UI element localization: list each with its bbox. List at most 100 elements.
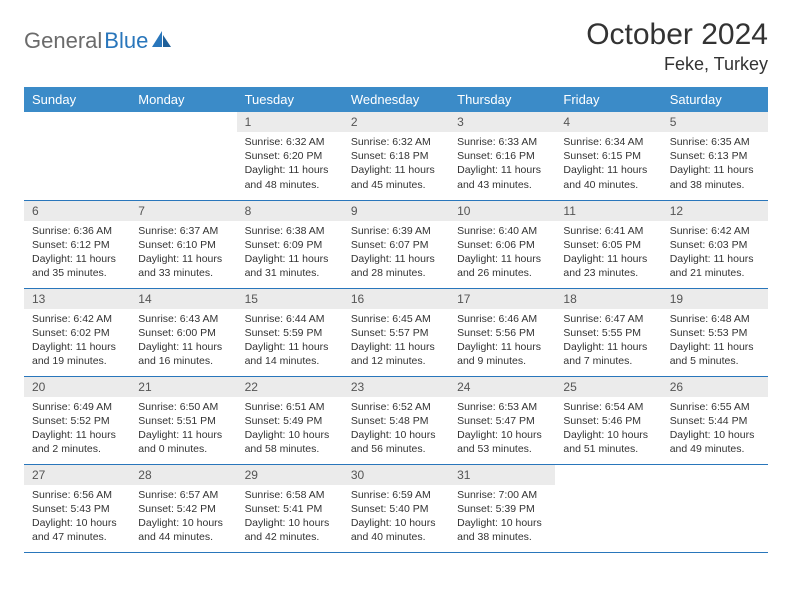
day-number: 11 bbox=[555, 201, 661, 221]
sunrise-text: Sunrise: 6:42 AM bbox=[32, 312, 122, 326]
daylight-text: Daylight: 10 hours and 53 minutes. bbox=[457, 428, 547, 456]
day-details: Sunrise: 6:50 AMSunset: 5:51 PMDaylight:… bbox=[130, 397, 236, 463]
day-number: 31 bbox=[449, 465, 555, 485]
sunset-text: Sunset: 5:44 PM bbox=[670, 414, 760, 428]
day-number: 8 bbox=[237, 201, 343, 221]
calendar-day-cell bbox=[662, 464, 768, 552]
calendar-day-cell: 12Sunrise: 6:42 AMSunset: 6:03 PMDayligh… bbox=[662, 200, 768, 288]
daylight-text: Daylight: 11 hours and 45 minutes. bbox=[351, 163, 441, 191]
sunrise-text: Sunrise: 6:41 AM bbox=[563, 224, 653, 238]
sunrise-text: Sunrise: 6:58 AM bbox=[245, 488, 335, 502]
sunrise-text: Sunrise: 6:44 AM bbox=[245, 312, 335, 326]
day-number: 28 bbox=[130, 465, 236, 485]
day-details: Sunrise: 6:57 AMSunset: 5:42 PMDaylight:… bbox=[130, 485, 236, 551]
day-details: Sunrise: 6:39 AMSunset: 6:07 PMDaylight:… bbox=[343, 221, 449, 287]
sunrise-text: Sunrise: 7:00 AM bbox=[457, 488, 547, 502]
calendar-day-cell bbox=[555, 464, 661, 552]
day-details: Sunrise: 6:58 AMSunset: 5:41 PMDaylight:… bbox=[237, 485, 343, 551]
weekday-header: Tuesday bbox=[237, 87, 343, 112]
day-number: 27 bbox=[24, 465, 130, 485]
calendar-day-cell: 14Sunrise: 6:43 AMSunset: 6:00 PMDayligh… bbox=[130, 288, 236, 376]
sunrise-text: Sunrise: 6:56 AM bbox=[32, 488, 122, 502]
sunset-text: Sunset: 5:57 PM bbox=[351, 326, 441, 340]
daylight-text: Daylight: 10 hours and 58 minutes. bbox=[245, 428, 335, 456]
sunset-text: Sunset: 5:48 PM bbox=[351, 414, 441, 428]
daylight-text: Daylight: 11 hours and 40 minutes. bbox=[563, 163, 653, 191]
sunset-text: Sunset: 6:10 PM bbox=[138, 238, 228, 252]
day-details: Sunrise: 7:00 AMSunset: 5:39 PMDaylight:… bbox=[449, 485, 555, 551]
daylight-text: Daylight: 10 hours and 38 minutes. bbox=[457, 516, 547, 544]
day-number: 7 bbox=[130, 201, 236, 221]
sunrise-text: Sunrise: 6:40 AM bbox=[457, 224, 547, 238]
sunset-text: Sunset: 5:47 PM bbox=[457, 414, 547, 428]
daylight-text: Daylight: 10 hours and 40 minutes. bbox=[351, 516, 441, 544]
weekday-header: Sunday bbox=[24, 87, 130, 112]
daylight-text: Daylight: 11 hours and 43 minutes. bbox=[457, 163, 547, 191]
day-number: 3 bbox=[449, 112, 555, 132]
daylight-text: Daylight: 11 hours and 5 minutes. bbox=[670, 340, 760, 368]
logo: GeneralBlue bbox=[24, 18, 173, 54]
day-details: Sunrise: 6:45 AMSunset: 5:57 PMDaylight:… bbox=[343, 309, 449, 375]
day-number: 15 bbox=[237, 289, 343, 309]
day-details: Sunrise: 6:54 AMSunset: 5:46 PMDaylight:… bbox=[555, 397, 661, 463]
calendar-week-row: 1Sunrise: 6:32 AMSunset: 6:20 PMDaylight… bbox=[24, 112, 768, 200]
location-label: Feke, Turkey bbox=[586, 54, 768, 75]
sunrise-text: Sunrise: 6:33 AM bbox=[457, 135, 547, 149]
day-details: Sunrise: 6:48 AMSunset: 5:53 PMDaylight:… bbox=[662, 309, 768, 375]
daylight-text: Daylight: 10 hours and 42 minutes. bbox=[245, 516, 335, 544]
daylight-text: Daylight: 10 hours and 47 minutes. bbox=[32, 516, 122, 544]
day-details: Sunrise: 6:53 AMSunset: 5:47 PMDaylight:… bbox=[449, 397, 555, 463]
calendar-day-cell: 30Sunrise: 6:59 AMSunset: 5:40 PMDayligh… bbox=[343, 464, 449, 552]
sunset-text: Sunset: 6:15 PM bbox=[563, 149, 653, 163]
sunrise-text: Sunrise: 6:47 AM bbox=[563, 312, 653, 326]
sunset-text: Sunset: 6:12 PM bbox=[32, 238, 122, 252]
daylight-text: Daylight: 11 hours and 0 minutes. bbox=[138, 428, 228, 456]
calendar-day-cell: 11Sunrise: 6:41 AMSunset: 6:05 PMDayligh… bbox=[555, 200, 661, 288]
calendar-day-cell: 3Sunrise: 6:33 AMSunset: 6:16 PMDaylight… bbox=[449, 112, 555, 200]
daylight-text: Daylight: 11 hours and 12 minutes. bbox=[351, 340, 441, 368]
weekday-header: Thursday bbox=[449, 87, 555, 112]
calendar-day-cell: 10Sunrise: 6:40 AMSunset: 6:06 PMDayligh… bbox=[449, 200, 555, 288]
calendar-week-row: 13Sunrise: 6:42 AMSunset: 6:02 PMDayligh… bbox=[24, 288, 768, 376]
sunrise-text: Sunrise: 6:49 AM bbox=[32, 400, 122, 414]
sunset-text: Sunset: 5:52 PM bbox=[32, 414, 122, 428]
day-number: 24 bbox=[449, 377, 555, 397]
calendar-day-cell: 26Sunrise: 6:55 AMSunset: 5:44 PMDayligh… bbox=[662, 376, 768, 464]
daylight-text: Daylight: 10 hours and 51 minutes. bbox=[563, 428, 653, 456]
day-details: Sunrise: 6:32 AMSunset: 6:20 PMDaylight:… bbox=[237, 132, 343, 198]
sunset-text: Sunset: 5:55 PM bbox=[563, 326, 653, 340]
sunset-text: Sunset: 5:56 PM bbox=[457, 326, 547, 340]
calendar-week-row: 27Sunrise: 6:56 AMSunset: 5:43 PMDayligh… bbox=[24, 464, 768, 552]
calendar-day-cell: 5Sunrise: 6:35 AMSunset: 6:13 PMDaylight… bbox=[662, 112, 768, 200]
daylight-text: Daylight: 10 hours and 56 minutes. bbox=[351, 428, 441, 456]
daylight-text: Daylight: 11 hours and 7 minutes. bbox=[563, 340, 653, 368]
day-number: 13 bbox=[24, 289, 130, 309]
day-number: 21 bbox=[130, 377, 236, 397]
calendar-day-cell: 2Sunrise: 6:32 AMSunset: 6:18 PMDaylight… bbox=[343, 112, 449, 200]
sunrise-text: Sunrise: 6:37 AM bbox=[138, 224, 228, 238]
day-details: Sunrise: 6:49 AMSunset: 5:52 PMDaylight:… bbox=[24, 397, 130, 463]
day-details: Sunrise: 6:41 AMSunset: 6:05 PMDaylight:… bbox=[555, 221, 661, 287]
calendar-day-cell: 9Sunrise: 6:39 AMSunset: 6:07 PMDaylight… bbox=[343, 200, 449, 288]
day-number: 26 bbox=[662, 377, 768, 397]
weekday-header: Wednesday bbox=[343, 87, 449, 112]
calendar-day-cell: 29Sunrise: 6:58 AMSunset: 5:41 PMDayligh… bbox=[237, 464, 343, 552]
day-details: Sunrise: 6:32 AMSunset: 6:18 PMDaylight:… bbox=[343, 132, 449, 198]
day-number: 4 bbox=[555, 112, 661, 132]
day-details: Sunrise: 6:46 AMSunset: 5:56 PMDaylight:… bbox=[449, 309, 555, 375]
calendar-day-cell: 6Sunrise: 6:36 AMSunset: 6:12 PMDaylight… bbox=[24, 200, 130, 288]
sunset-text: Sunset: 6:20 PM bbox=[245, 149, 335, 163]
daylight-text: Daylight: 11 hours and 19 minutes. bbox=[32, 340, 122, 368]
day-details: Sunrise: 6:36 AMSunset: 6:12 PMDaylight:… bbox=[24, 221, 130, 287]
day-number: 16 bbox=[343, 289, 449, 309]
calendar-day-cell: 13Sunrise: 6:42 AMSunset: 6:02 PMDayligh… bbox=[24, 288, 130, 376]
weekday-header-row: Sunday Monday Tuesday Wednesday Thursday… bbox=[24, 87, 768, 112]
day-number: 18 bbox=[555, 289, 661, 309]
calendar-day-cell: 8Sunrise: 6:38 AMSunset: 6:09 PMDaylight… bbox=[237, 200, 343, 288]
daylight-text: Daylight: 11 hours and 38 minutes. bbox=[670, 163, 760, 191]
sunset-text: Sunset: 5:59 PM bbox=[245, 326, 335, 340]
sunrise-text: Sunrise: 6:32 AM bbox=[245, 135, 335, 149]
day-number: 17 bbox=[449, 289, 555, 309]
day-details: Sunrise: 6:51 AMSunset: 5:49 PMDaylight:… bbox=[237, 397, 343, 463]
calendar-day-cell: 4Sunrise: 6:34 AMSunset: 6:15 PMDaylight… bbox=[555, 112, 661, 200]
